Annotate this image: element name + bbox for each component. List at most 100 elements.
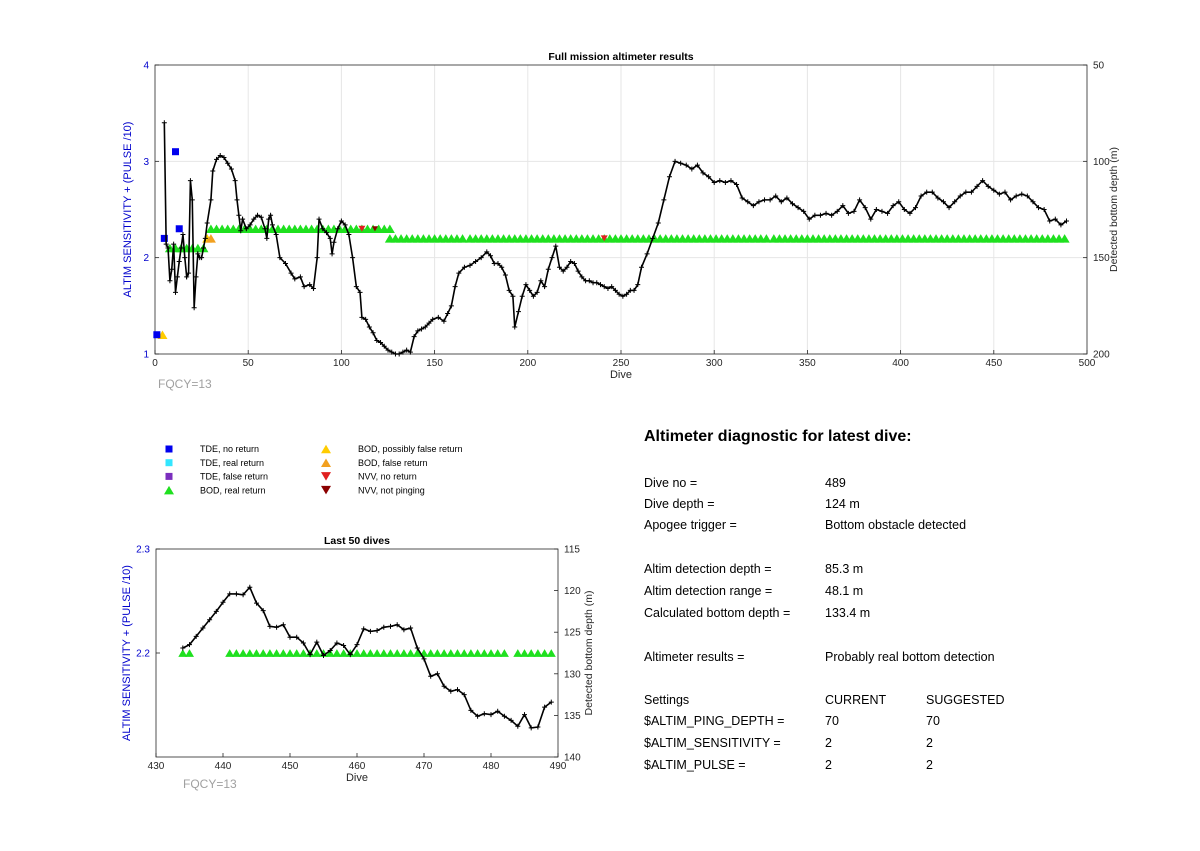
depth-point	[407, 349, 413, 355]
depth-point	[221, 154, 227, 160]
depth-point	[745, 199, 751, 205]
setting-row-pulse: $ALTIM_PULSE = 2 2	[644, 758, 1164, 776]
bod-real-return-marker	[386, 649, 395, 657]
depth-point	[430, 316, 436, 322]
depth-point	[396, 351, 402, 357]
depth-point	[210, 168, 216, 174]
y-tick-label: 4	[143, 61, 149, 72]
depth-point	[297, 274, 303, 280]
depth-point	[795, 205, 801, 211]
x-tick-label: 450	[282, 761, 299, 772]
depth-point	[1041, 207, 1047, 212]
bod-real-return-marker	[446, 649, 456, 657]
depth-point	[264, 235, 270, 241]
fqcy-annotation: FQCY=13	[158, 377, 212, 391]
bod-real-return-marker	[339, 649, 349, 657]
depth-point	[840, 203, 846, 209]
depth-point	[468, 707, 474, 713]
depth-point	[269, 222, 275, 228]
nvv-not-pinging-marker	[371, 226, 378, 232]
depth-point	[913, 205, 919, 211]
depth-point	[236, 212, 242, 218]
diag-row-dive-depth: Dive depth = 124 m	[644, 497, 1164, 515]
setting-label: $ALTIM_PULSE =	[644, 758, 746, 772]
bod-real-return-marker	[499, 649, 509, 657]
depth-point	[342, 222, 348, 228]
depth-point	[778, 199, 784, 205]
depth-point	[294, 634, 300, 640]
depth-point	[666, 174, 672, 180]
diag-label: Dive no =	[644, 476, 698, 490]
depth-point	[178, 245, 184, 251]
depth-point	[381, 624, 387, 630]
depth-point	[542, 284, 548, 290]
depth-point	[929, 189, 935, 195]
diag-row-dive-no: Dive no = 489	[644, 476, 1164, 494]
depth-point	[717, 178, 723, 184]
depth-point	[300, 640, 306, 646]
depth-point	[784, 195, 790, 201]
depth-point	[530, 293, 536, 299]
depth-point	[499, 264, 505, 270]
bod-real-return-marker	[406, 649, 416, 657]
depth-point	[268, 212, 274, 218]
depth-point	[890, 203, 896, 209]
current-header: CURRENT	[825, 693, 887, 707]
depth-point	[301, 284, 307, 290]
x-axis-label: Dive	[610, 369, 632, 381]
depth-point	[232, 178, 238, 184]
depth-point	[549, 255, 555, 261]
bod-real-return-marker	[245, 649, 255, 657]
depth-point	[512, 324, 518, 330]
depth-point	[1019, 191, 1025, 197]
depth-point	[722, 180, 728, 186]
depth-point	[952, 199, 958, 205]
x-tick-label: 470	[416, 761, 433, 772]
y2-axis-label: Detected bottom depth (m)	[583, 591, 595, 716]
depth-point	[896, 199, 902, 205]
depth-point	[475, 713, 481, 719]
depth-point	[586, 278, 592, 284]
x-tick-label: 500	[1079, 358, 1096, 369]
depth-point	[575, 268, 581, 274]
diag-row-calculated-bottom-depth: Calculated bottom depth = 133.4 m	[644, 606, 1164, 624]
depth-point	[980, 178, 986, 184]
y-tick-label: 2.3	[136, 545, 150, 556]
suggested-header: SUGGESTED	[926, 693, 1005, 707]
depth-point	[522, 712, 527, 718]
depth-point	[538, 278, 544, 284]
chart-title: Full mission altimeter results	[548, 51, 693, 63]
depth-point	[247, 222, 253, 228]
legend-marker	[321, 472, 331, 481]
depth-point	[381, 343, 387, 349]
depth-point	[571, 260, 577, 266]
diag-row-apogee-trigger: Apogee trigger = Bottom obstacle detecte…	[644, 518, 1164, 536]
depth-point	[495, 260, 501, 266]
depth-point	[488, 712, 494, 718]
bod-real-return-marker	[185, 649, 194, 657]
depth-point	[879, 208, 885, 214]
depth-point	[441, 318, 447, 324]
depth-point	[255, 212, 261, 218]
depth-point	[862, 205, 868, 211]
depth-point	[694, 162, 700, 168]
depth-point	[515, 723, 521, 729]
depth-point	[200, 245, 206, 251]
x-tick-label: 490	[550, 761, 567, 772]
x-axis-label: Dive	[346, 772, 368, 784]
depth-point	[461, 264, 467, 270]
bod-real-return-marker	[178, 649, 188, 657]
y-tick-label: 3	[143, 157, 149, 168]
x-tick-label: 250	[613, 358, 630, 369]
depth-point	[419, 326, 425, 332]
depth-point	[338, 218, 344, 224]
depth-point	[448, 688, 454, 694]
depth-point	[184, 274, 190, 280]
depth-point	[445, 311, 451, 317]
depth-point	[1030, 199, 1036, 205]
depth-point	[661, 197, 667, 203]
depth-point	[421, 656, 427, 662]
depth-point	[220, 599, 226, 605]
depth-point	[254, 600, 259, 606]
